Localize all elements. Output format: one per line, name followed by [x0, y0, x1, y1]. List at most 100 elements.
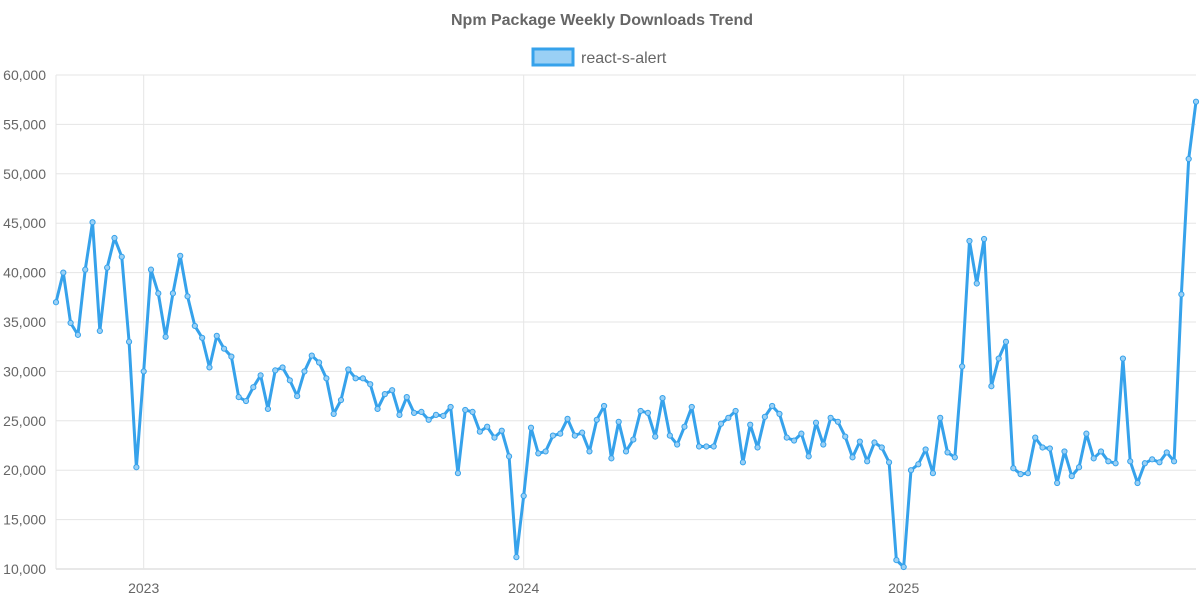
data-point[interactable] [644, 409, 652, 416]
data-point[interactable] [484, 423, 491, 430]
data-point[interactable] [491, 434, 498, 441]
data-point[interactable] [798, 430, 805, 437]
data-point[interactable] [67, 319, 74, 327]
data-point[interactable] [432, 411, 440, 418]
data-point[interactable] [125, 338, 133, 345]
data-point[interactable] [89, 219, 96, 226]
data-point[interactable] [674, 441, 681, 448]
data-point[interactable] [973, 280, 980, 287]
data-point[interactable] [564, 415, 571, 422]
data-point[interactable] [725, 414, 732, 421]
data-point[interactable] [1039, 444, 1046, 451]
data-point[interactable] [447, 403, 454, 411]
data-point[interactable] [805, 453, 812, 460]
data-point[interactable] [257, 372, 264, 379]
data-point[interactable] [1032, 434, 1039, 441]
data-point[interactable] [732, 407, 739, 415]
data-point[interactable] [871, 439, 878, 446]
data-point[interactable] [199, 334, 206, 341]
data-point[interactable] [381, 391, 388, 398]
data-point[interactable] [1002, 338, 1010, 345]
data-point[interactable] [1068, 473, 1075, 480]
data-point[interactable] [812, 419, 820, 426]
data-point[interactable] [864, 458, 871, 465]
data-point[interactable] [944, 449, 951, 456]
data-point[interactable] [1127, 458, 1134, 465]
data-point[interactable] [345, 366, 352, 373]
data-point[interactable] [579, 429, 586, 436]
data-point[interactable] [1170, 458, 1178, 465]
data-point[interactable] [966, 237, 973, 245]
data-point[interactable] [1010, 465, 1017, 472]
data-point[interactable] [1075, 464, 1083, 471]
data-point[interactable] [1105, 458, 1112, 465]
legend[interactable]: react-s-alert [531, 47, 667, 67]
data-point[interactable] [586, 448, 593, 455]
data-point[interactable] [1156, 459, 1163, 466]
data-point[interactable] [1141, 460, 1148, 467]
data-point[interactable] [1017, 471, 1024, 478]
data-point[interactable] [279, 364, 286, 371]
data-point[interactable] [1192, 98, 1200, 105]
data-point[interactable] [703, 443, 710, 450]
data-point[interactable] [951, 454, 958, 461]
data-point[interactable] [60, 269, 67, 276]
data-point[interactable] [615, 418, 622, 425]
data-point[interactable] [308, 352, 315, 359]
data-point[interactable] [206, 364, 213, 371]
data-point[interactable] [988, 383, 995, 390]
data-point[interactable] [688, 403, 695, 411]
data-point[interactable] [995, 355, 1002, 362]
data-point[interactable] [454, 470, 462, 477]
data-point[interactable] [527, 424, 535, 431]
data-point[interactable] [761, 413, 768, 420]
data-point[interactable] [425, 416, 432, 423]
data-point[interactable] [1119, 355, 1127, 362]
data-point[interactable] [82, 266, 89, 273]
data-point[interactable] [827, 414, 834, 421]
data-point[interactable] [294, 393, 301, 400]
data-point[interactable] [228, 353, 235, 360]
data-point[interactable] [820, 441, 827, 448]
data-point[interactable] [250, 384, 257, 391]
data-point[interactable] [937, 414, 944, 421]
data-point[interactable] [337, 396, 345, 404]
data-point[interactable] [695, 443, 703, 450]
data-point[interactable] [1054, 479, 1061, 487]
data-point[interactable] [359, 375, 367, 382]
data-point[interactable] [776, 410, 783, 417]
data-point[interactable] [681, 423, 688, 430]
data-point[interactable] [389, 387, 396, 394]
data-point[interactable] [513, 554, 520, 561]
data-point[interactable] [272, 367, 279, 374]
data-point[interactable] [849, 454, 856, 461]
data-point[interactable] [1097, 448, 1105, 455]
data-point[interactable] [1090, 455, 1097, 462]
data-point[interactable] [637, 407, 644, 415]
data-point[interactable] [878, 444, 885, 451]
data-point[interactable] [184, 293, 191, 300]
data-point[interactable] [111, 234, 118, 242]
data-point[interactable] [169, 290, 177, 297]
data-point[interactable] [374, 405, 381, 413]
data-point[interactable] [659, 394, 666, 402]
data-point[interactable] [191, 322, 198, 330]
data-point[interactable] [929, 470, 937, 477]
data-point[interactable] [177, 252, 184, 259]
data-point[interactable] [542, 448, 549, 455]
data-point[interactable] [907, 467, 915, 474]
data-point[interactable] [600, 402, 608, 410]
data-point[interactable] [52, 299, 60, 306]
data-point[interactable] [352, 375, 359, 382]
data-point[interactable] [739, 459, 747, 466]
data-point[interactable] [622, 448, 630, 455]
data-point[interactable] [571, 432, 578, 439]
data-point[interactable] [118, 253, 125, 260]
data-point[interactable] [842, 433, 849, 440]
data-point[interactable] [1061, 448, 1068, 455]
data-point[interactable] [498, 427, 505, 434]
data-point[interactable] [922, 446, 929, 453]
data-point[interactable] [630, 436, 637, 443]
data-point[interactable] [1083, 430, 1090, 437]
data-point[interactable] [213, 332, 220, 339]
